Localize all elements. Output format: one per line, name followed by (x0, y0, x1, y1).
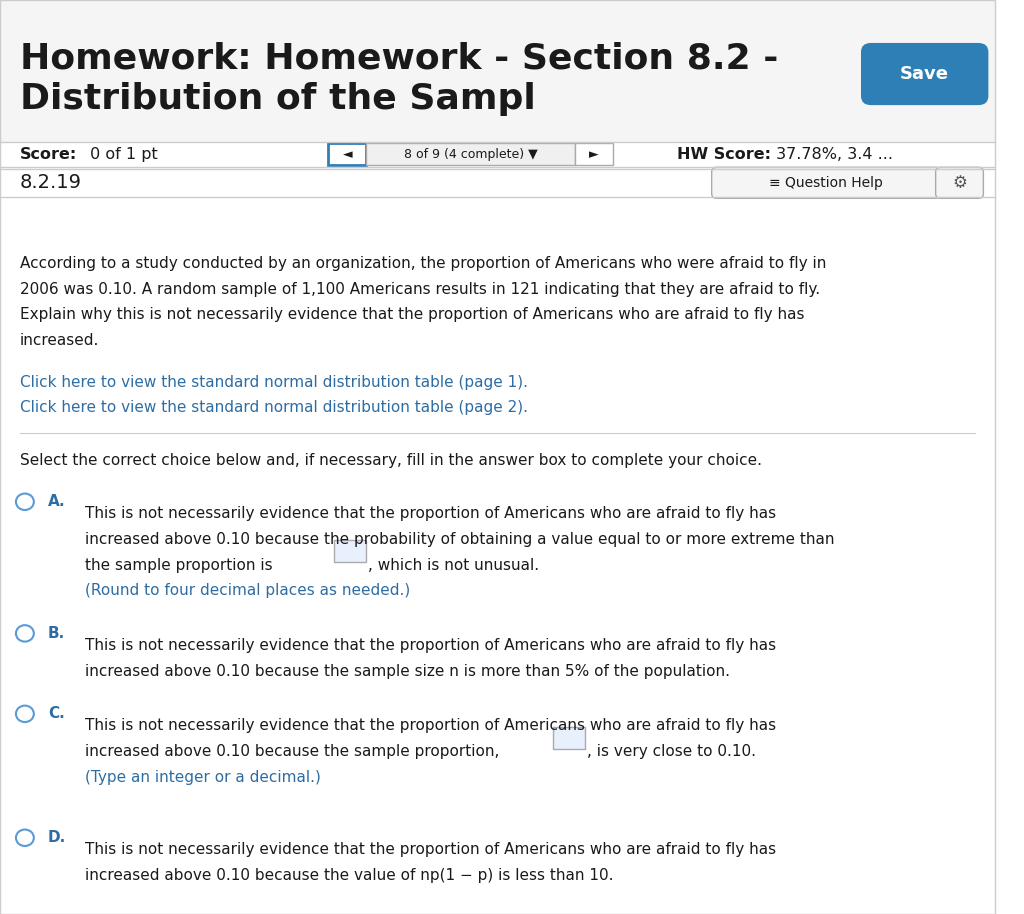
Text: C.: C. (48, 707, 65, 721)
Text: Click here to view the standard normal distribution table (page 1).: Click here to view the standard normal d… (19, 375, 528, 389)
Text: (Type an integer or a decimal.): (Type an integer or a decimal.) (85, 770, 321, 784)
Text: This is not necessarily evidence that the proportion of Americans who are afraid: This is not necessarily evidence that th… (85, 506, 776, 521)
Text: ⚙: ⚙ (952, 174, 967, 192)
Text: Explain why this is not necessarily evidence that the proportion of Americans wh: Explain why this is not necessarily evid… (19, 307, 805, 322)
Text: HW Score:: HW Score: (677, 147, 771, 162)
FancyBboxPatch shape (0, 0, 995, 142)
Text: 8 of 9 (4 complete) ▼: 8 of 9 (4 complete) ▼ (403, 148, 538, 161)
Text: Save: Save (900, 65, 949, 83)
FancyBboxPatch shape (335, 540, 367, 562)
Text: A.: A. (48, 494, 66, 509)
FancyBboxPatch shape (367, 143, 575, 165)
Text: ►: ► (590, 148, 599, 161)
Text: D.: D. (48, 830, 66, 845)
Text: 37.78%, 3.4 ...: 37.78%, 3.4 ... (771, 147, 893, 162)
Text: ≡ Question Help: ≡ Question Help (769, 175, 883, 190)
FancyBboxPatch shape (575, 143, 613, 165)
Text: increased.: increased. (19, 333, 99, 347)
FancyBboxPatch shape (0, 0, 995, 50)
Text: increased above 0.10 because the sample size n is more than 5% of the population: increased above 0.10 because the sample … (85, 664, 730, 678)
Text: Homework: Homework - Section 8.2 -: Homework: Homework - Section 8.2 - (19, 41, 778, 75)
Text: 2006 was 0.10. A random sample of 1,100 Americans results in 121 indicating that: 2006 was 0.10. A random sample of 1,100 … (19, 282, 820, 296)
FancyBboxPatch shape (936, 167, 983, 198)
Text: , is very close to 0.10.: , is very close to 0.10. (587, 744, 757, 759)
FancyBboxPatch shape (553, 727, 586, 749)
FancyBboxPatch shape (712, 167, 941, 198)
Text: 8.2.19: 8.2.19 (19, 174, 82, 192)
Text: Distribution of the Sampl: Distribution of the Sampl (19, 82, 536, 116)
Text: (Round to four decimal places as needed.): (Round to four decimal places as needed.… (85, 583, 410, 598)
Text: B.: B. (48, 626, 66, 641)
Text: Click here to view the standard normal distribution table (page 2).: Click here to view the standard normal d… (19, 400, 528, 415)
Text: increased above 0.10 because the probability of obtaining a value equal to or mo: increased above 0.10 because the probabi… (85, 532, 835, 547)
Text: Score:: Score: (19, 147, 77, 162)
Text: 0 of 1 pt: 0 of 1 pt (85, 147, 158, 162)
FancyBboxPatch shape (329, 143, 367, 165)
Text: This is not necessarily evidence that the proportion of Americans who are afraid: This is not necessarily evidence that th… (85, 843, 776, 857)
Text: This is not necessarily evidence that the proportion of Americans who are afraid: This is not necessarily evidence that th… (85, 718, 776, 733)
FancyBboxPatch shape (861, 43, 988, 105)
Text: According to a study conducted by an organization, the proportion of Americans w: According to a study conducted by an org… (19, 256, 826, 271)
Text: ◄: ◄ (343, 148, 352, 161)
Text: Select the correct choice below and, if necessary, fill in the answer box to com: Select the correct choice below and, if … (19, 453, 762, 468)
Text: increased above 0.10 because the value of np(1 − p) is less than 10.: increased above 0.10 because the value o… (85, 868, 613, 883)
Text: the sample proportion is: the sample proportion is (85, 558, 278, 572)
Text: This is not necessarily evidence that the proportion of Americans who are afraid: This is not necessarily evidence that th… (85, 638, 776, 653)
FancyBboxPatch shape (0, 142, 995, 167)
Text: , which is not unusual.: , which is not unusual. (369, 558, 540, 572)
Text: increased above 0.10 because the sample proportion,: increased above 0.10 because the sample … (85, 744, 504, 759)
